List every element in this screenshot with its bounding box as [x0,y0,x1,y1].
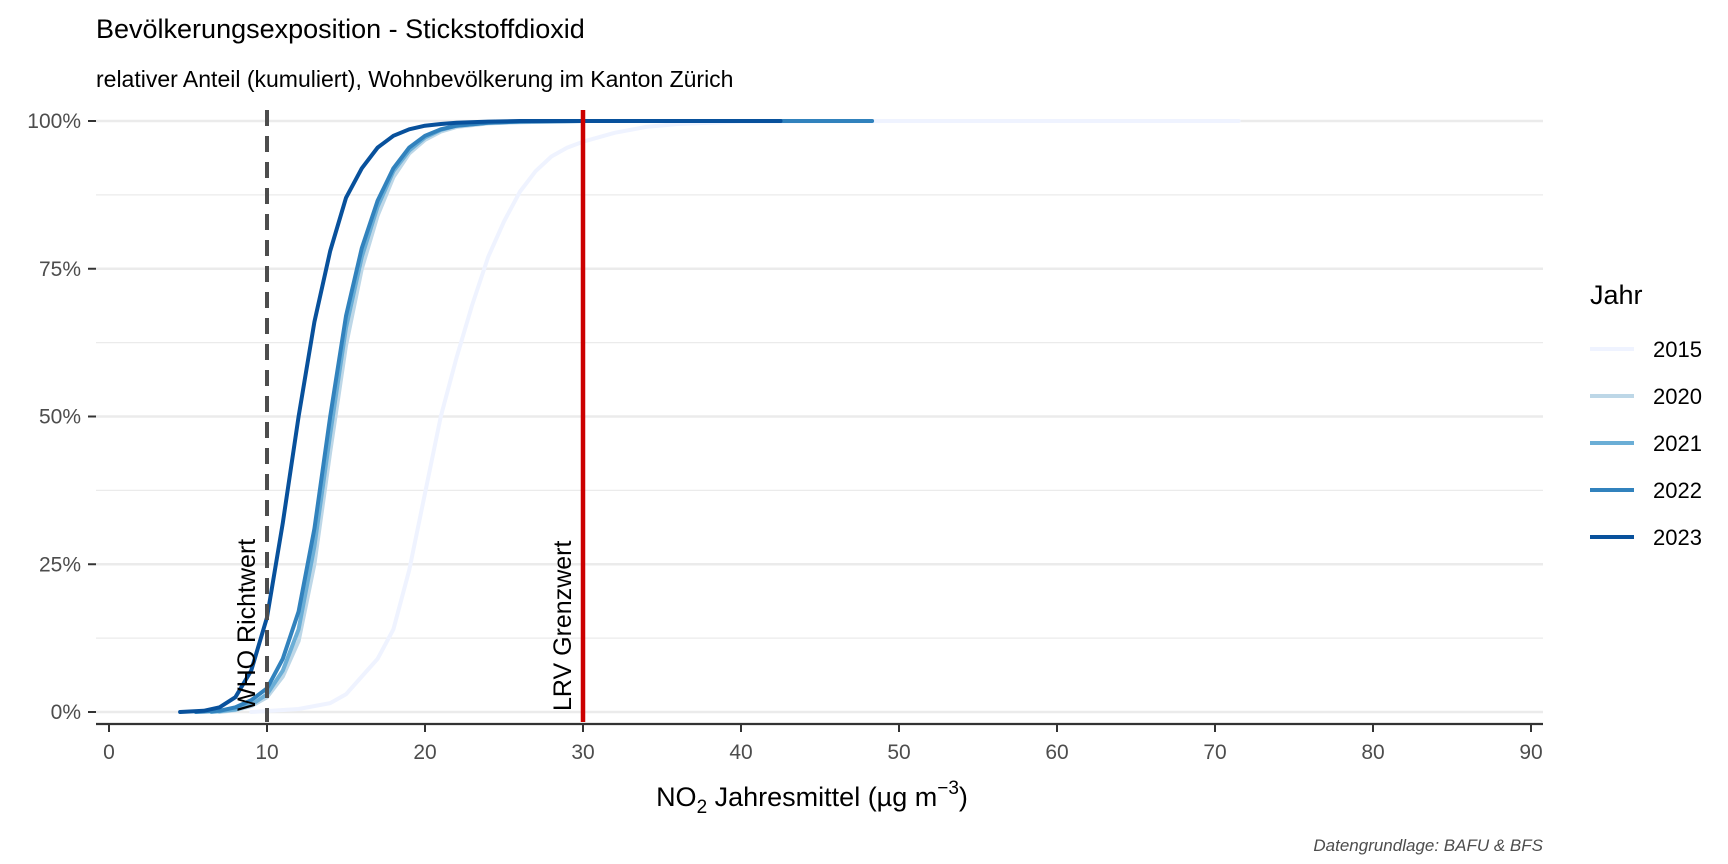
x-tick-label: 0 [103,741,115,764]
chart-title: Bevölkerungsexposition - Stickstoffdioxi… [96,14,585,44]
legend-label-2022: 2022 [1653,478,1702,503]
legend-label-2023: 2023 [1653,525,1702,550]
chart-subtitle: relativer Anteil (kumuliert), Wohnbevölk… [96,66,733,92]
x-tick-label: 80 [1361,741,1384,764]
y-tick-label: 50% [39,406,81,429]
y-tick-label: 0% [51,701,81,724]
x-tick-label: 90 [1519,741,1542,764]
x-tick-label: 20 [413,741,436,764]
reference-label-who: WHO Richtwert [233,539,261,711]
series-line-2023 [178,119,783,714]
plot-lines [178,119,1241,714]
x-tick-label: 50 [887,741,910,764]
legend-label-2020: 2020 [1653,384,1702,409]
x-axis-title-subscript: 2 [697,797,708,818]
legend-title: Jahr [1590,280,1643,310]
x-tick-label: 30 [571,741,594,764]
chart-caption: Datengrundlage: BAFU & BFS [1313,836,1543,855]
x-tick-label: 40 [729,741,752,764]
legend-label-2015: 2015 [1653,337,1702,362]
x-axis-title-superscript: −3 [937,778,959,799]
y-tick-label: 75% [39,258,81,281]
x-axis-title: NO2 Jahresmittel (µg m−3) [656,778,968,818]
y-axis: 0% 25% 50% 75% 100% [27,110,96,724]
reference-label-lrv: LRV Grenzwert [549,541,577,711]
grid [96,119,1543,714]
x-axis-title-middle: Jahresmittel (µg m [707,782,937,812]
legend-label-2021: 2021 [1653,431,1702,456]
y-tick-label: 100% [27,110,81,133]
y-tick-label: 25% [39,553,81,576]
x-tick-label: 60 [1045,741,1068,764]
reference-lines: WHO Richtwert LRV Grenzwert [233,110,586,722]
x-axis: 0 10 20 30 40 50 60 70 80 90 [96,722,1543,764]
series-line-2015 [249,119,1241,714]
x-tick-label: 70 [1203,741,1226,764]
x-axis-title-suffix: ) [959,782,968,812]
x-tick-label: 10 [255,741,278,764]
legend: Jahr 2015 2020 2021 2022 2023 [1590,280,1702,550]
x-axis-title-prefix: NO [656,782,697,812]
